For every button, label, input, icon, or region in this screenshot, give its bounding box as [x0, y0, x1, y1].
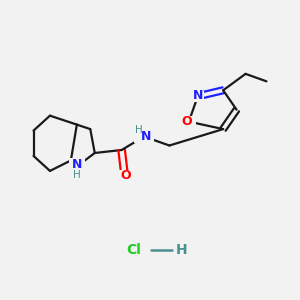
Text: O: O — [121, 169, 131, 182]
Bar — [191, 91, 204, 102]
Bar — [182, 116, 196, 127]
Text: O: O — [181, 115, 192, 128]
Text: N: N — [72, 158, 82, 170]
Text: H: H — [73, 170, 81, 180]
Bar — [134, 130, 154, 142]
Bar — [69, 158, 85, 175]
Text: Cl: Cl — [126, 243, 141, 257]
Bar — [118, 170, 131, 181]
Text: N: N — [193, 89, 203, 102]
Text: H: H — [135, 125, 142, 135]
Text: H: H — [176, 243, 187, 257]
Text: N: N — [141, 130, 152, 143]
